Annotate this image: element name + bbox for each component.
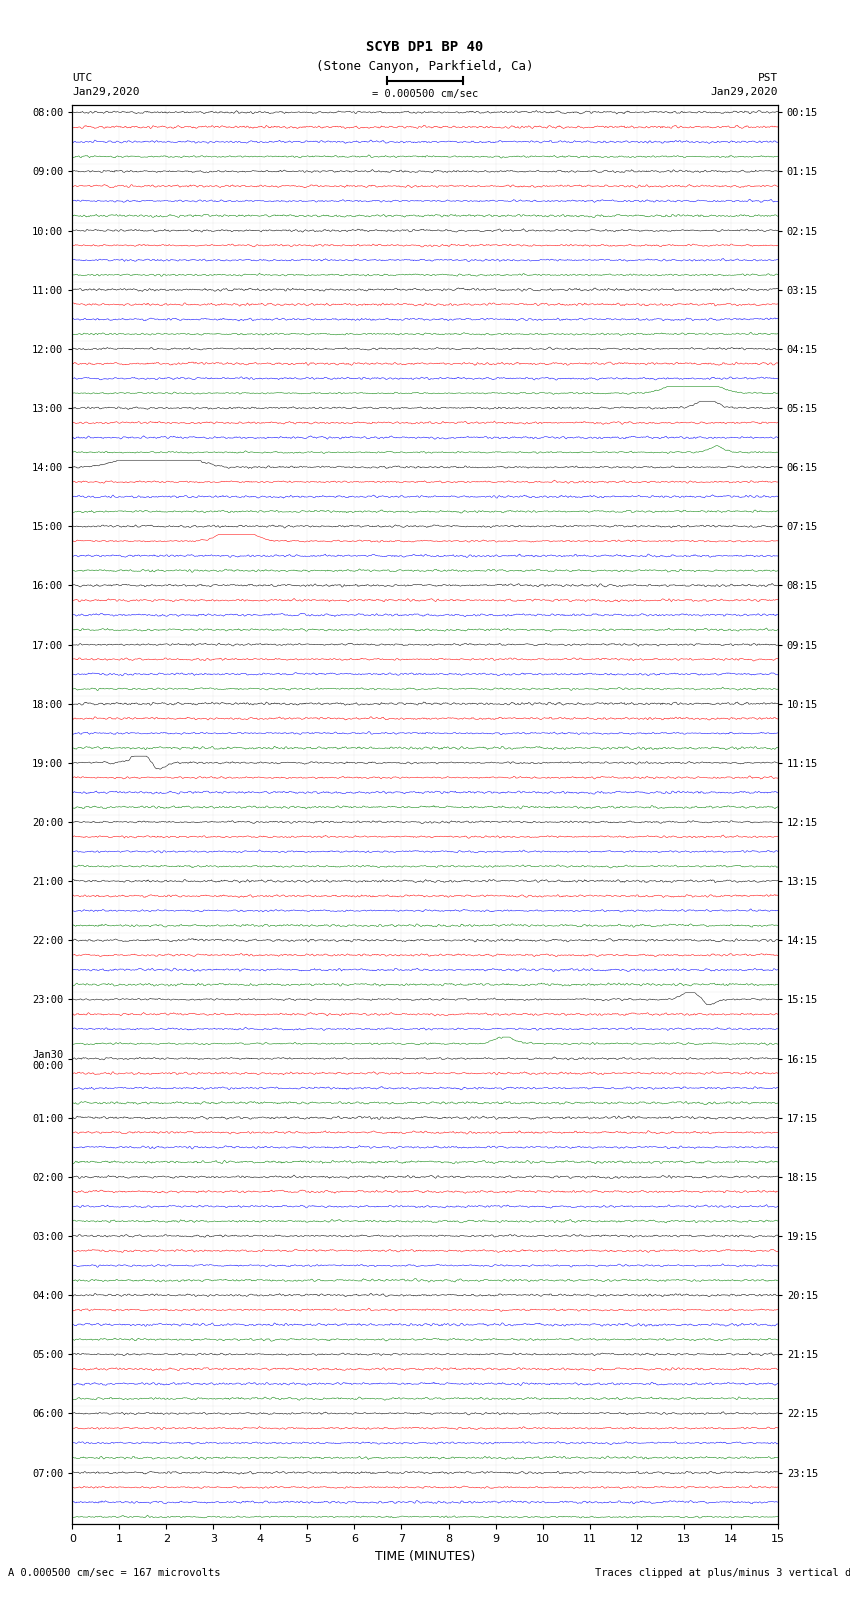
Text: = 0.000500 cm/sec: = 0.000500 cm/sec (371, 89, 478, 98)
Text: Traces clipped at plus/minus 3 vertical divisions: Traces clipped at plus/minus 3 vertical … (595, 1568, 850, 1578)
Text: Jan29,2020: Jan29,2020 (72, 87, 139, 97)
X-axis label: TIME (MINUTES): TIME (MINUTES) (375, 1550, 475, 1563)
Text: SCYB DP1 BP 40: SCYB DP1 BP 40 (366, 40, 484, 55)
Text: PST: PST (757, 73, 778, 82)
Text: (Stone Canyon, Parkfield, Ca): (Stone Canyon, Parkfield, Ca) (316, 60, 534, 73)
Text: A 0.000500 cm/sec = 167 microvolts: A 0.000500 cm/sec = 167 microvolts (8, 1568, 221, 1578)
Text: UTC: UTC (72, 73, 93, 82)
Text: Jan29,2020: Jan29,2020 (711, 87, 778, 97)
